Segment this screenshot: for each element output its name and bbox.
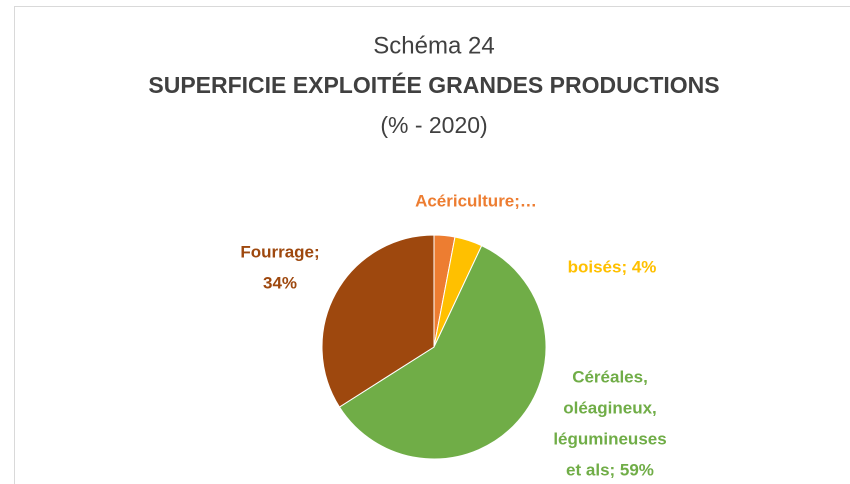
data-label: et als; 59% [566, 460, 654, 479]
data-label: légumineuses [553, 429, 666, 448]
chart-note: (% - 2020) [380, 112, 487, 138]
data-label: boisés; 4% [568, 257, 657, 276]
chart-subtitle: SUPERFICIE EXPLOITÉE GRANDES PRODUCTIONS [148, 71, 719, 98]
data-label: 34% [263, 273, 297, 292]
pie-slice [338, 244, 547, 460]
data-label: Céréales, [572, 367, 648, 386]
data-label: oléagineux, [563, 398, 657, 417]
chart-title: Schéma 24 [373, 32, 494, 59]
data-label: Acériculture;… [415, 191, 537, 210]
pie-slice [321, 234, 435, 408]
data-label: Fourrage; [240, 242, 319, 261]
